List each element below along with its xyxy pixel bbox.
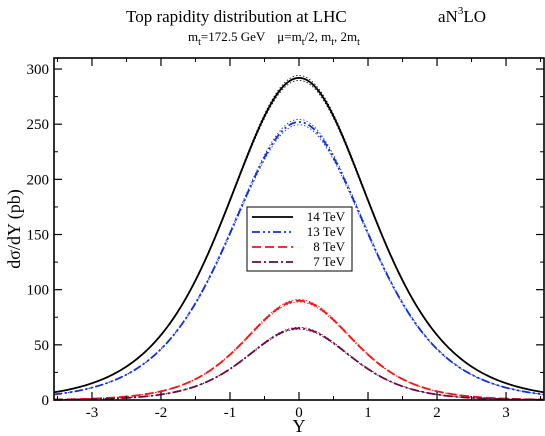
series-line-14-tev — [53, 76, 545, 394]
y-tick-label: 150 — [27, 228, 50, 244]
legend-label-13-tev: 13 TeV — [307, 224, 346, 239]
y-axis-label: dσ/dY (pb) — [4, 189, 25, 269]
x-tick-label: 1 — [364, 405, 372, 421]
order-label: aN3LO — [438, 5, 486, 26]
series-band-7-tev-upper — [53, 326, 545, 401]
legend-label-14-tev: 14 TeV — [307, 209, 346, 224]
y-tick-label: 300 — [27, 62, 50, 78]
series-line-13-tev — [53, 121, 545, 396]
y-tick-label: 0 — [42, 393, 50, 409]
series-line-8-tev — [53, 299, 545, 401]
x-tick-label: -2 — [155, 405, 168, 421]
chart-title: Top rapidity distribution at LHC — [126, 7, 347, 26]
x-tick-label: -3 — [86, 405, 99, 421]
y-tick-label: 250 — [27, 117, 50, 133]
chart-subtitle: mt=172.5 GeV μ=mt/2, mt, 2mt — [188, 29, 360, 48]
x-tick-label: 2 — [433, 405, 441, 421]
y-tick-label: 200 — [27, 172, 50, 188]
legend-label-7-tev: 7 TeV — [313, 254, 345, 269]
plot-frame — [53, 57, 545, 401]
x-tick-label: -1 — [224, 405, 237, 421]
y-tick-label: 50 — [34, 338, 49, 354]
y-tick-label: 100 — [27, 283, 50, 299]
series-curves — [53, 75, 545, 401]
series-band-7-tev-lower — [53, 328, 545, 401]
x-tick-label: 0 — [295, 405, 303, 421]
series-band-8-tev-lower — [53, 301, 545, 400]
series-band-8-tev-upper — [53, 298, 545, 400]
axis-ticks: -3 -2 -1 0 1 2 3 0 50 100 150 200 250 300 — [27, 58, 544, 421]
x-axis-label: Y — [293, 416, 306, 436]
series-line-7-tev — [53, 327, 545, 401]
legend-label-8-tev: 8 TeV — [313, 239, 345, 254]
x-tick-label: 3 — [502, 405, 510, 421]
